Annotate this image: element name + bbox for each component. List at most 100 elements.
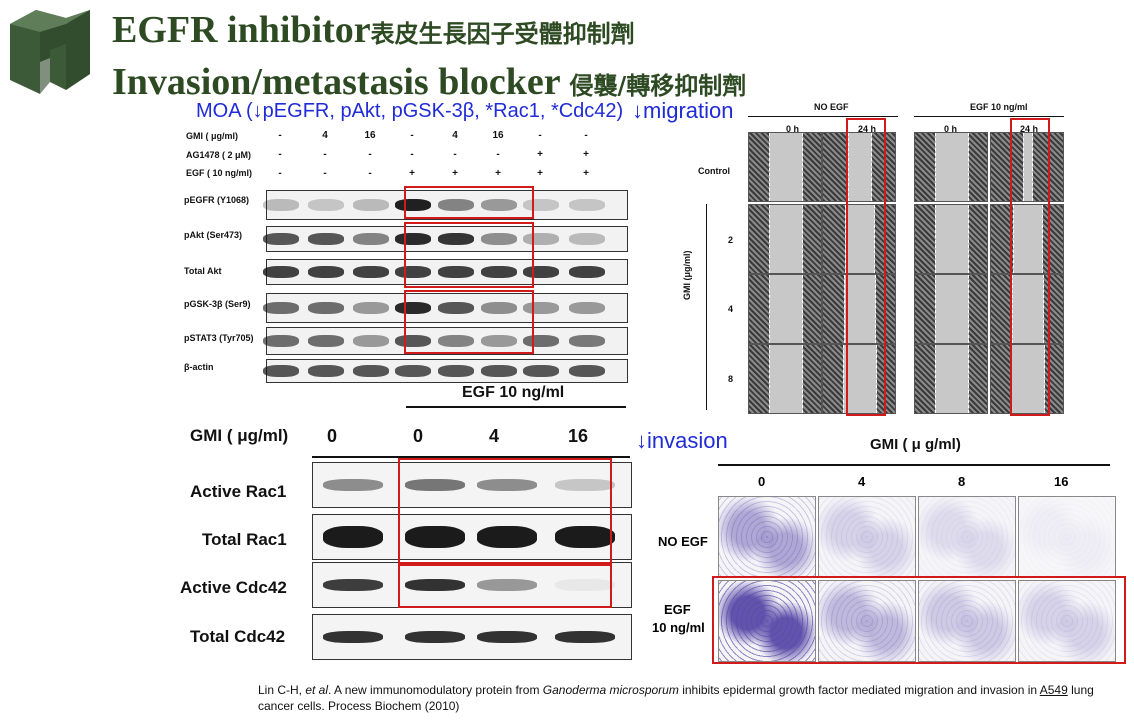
treatment-value: - (538, 130, 542, 141)
band-label-total-akt: Total Akt (184, 266, 222, 276)
blot-lane (312, 462, 632, 508)
gmi-label: GMI ( μg/ml) (190, 426, 289, 445)
invasion-image (1018, 580, 1116, 662)
band-label-active-cdc42: Active Cdc42 (180, 578, 287, 597)
highlight-box (1010, 118, 1050, 416)
protein-band (353, 365, 389, 377)
wound-image (748, 204, 822, 274)
blot-lane (263, 293, 628, 323)
protein-band (308, 335, 344, 347)
protein-band (481, 335, 517, 347)
wound-gap (844, 275, 876, 343)
band-label-pegfr: pEGFR (Y1068) (184, 195, 250, 205)
wound-image (822, 274, 896, 344)
blot-lane (263, 259, 628, 285)
invasion-image (818, 496, 916, 578)
protein-band (477, 479, 537, 491)
treatment-value: - (453, 149, 457, 160)
protein-band (569, 365, 605, 377)
moa-text: MOA (↓pEGFR, pAkt, pGSK-3β, *Rac1, *Cdc4… (196, 100, 624, 122)
highlight-box (404, 290, 534, 354)
time-24h: 24 h (858, 124, 877, 134)
treatment-value: - (584, 130, 588, 141)
highlight-box (398, 458, 612, 564)
citation-part: Lin C-H, (258, 683, 306, 697)
wound-image (914, 274, 988, 344)
highlight-box (398, 564, 612, 608)
slide-title-line2: Invasion/metastasis blocker 侵襲/轉移抑制劑 (112, 58, 746, 110)
protein-band (308, 266, 344, 278)
wound-image (748, 132, 822, 202)
wound-image (822, 132, 896, 202)
dose-label: 8 (728, 374, 734, 384)
blot-lane (312, 614, 632, 660)
gmi-value: 0 (412, 426, 423, 446)
invasion-image (1018, 496, 1116, 578)
band-label-beta-actin: β-actin (184, 362, 214, 372)
highlight-box (404, 222, 534, 288)
protein-band (323, 526, 383, 548)
western-blot-2: GMI ( μg/ml) 0 0 4 16 Active Rac1 Total … (0, 410, 640, 670)
protein-band (263, 302, 299, 314)
blot-lane (312, 514, 632, 560)
highlight-box (846, 118, 886, 416)
protein-band (353, 266, 389, 278)
protein-band (481, 199, 517, 211)
protein-band (263, 233, 299, 245)
protein-band (555, 579, 615, 591)
protein-band (569, 302, 605, 314)
separator-line (748, 116, 898, 117)
treatment-value: + (537, 168, 543, 179)
citation-part: lung cancer cells. Process Biochem (2010… (258, 683, 1094, 713)
protein-band (308, 302, 344, 314)
treatment-value: - (278, 168, 282, 179)
invasion-header: GMI ( μ g/ml) (870, 436, 961, 453)
protein-band (555, 631, 615, 643)
gmi-value: 4 (488, 426, 499, 446)
invasion-assay: GMI ( μ g/ml) 0 4 8 16 NO EGF EGF 10 ng/… (640, 430, 1134, 670)
band-label-pgsk3b: pGSK-3β (Ser9) (184, 299, 251, 309)
protein-band (555, 479, 615, 491)
dose-label: 0 (758, 474, 766, 489)
gmi-value: 0 (326, 426, 337, 446)
protein-band (477, 631, 537, 643)
treatment-value: - (323, 168, 327, 179)
blot-lane (263, 226, 628, 252)
row-label-control: Control (698, 166, 730, 176)
protein-band (353, 199, 389, 211)
migration-label: ↓migration (632, 98, 734, 123)
protein-band (308, 233, 344, 245)
wound-gap (935, 133, 969, 201)
protein-band (263, 266, 299, 278)
separator-line (718, 464, 1110, 466)
egf-bracket-line (406, 406, 626, 408)
citation-part: . A new immunomodulatory protein from (328, 683, 543, 697)
protein-band (353, 233, 389, 245)
protein-band (477, 579, 537, 591)
treatment-value: 16 (364, 130, 376, 141)
row-label-egf-dose: 10 ng/ml (652, 620, 705, 635)
wound-gap (1023, 133, 1033, 201)
protein-band (569, 233, 605, 245)
wound-image (990, 132, 1064, 202)
western-blot-1: GMI ( μg/ml) AG1478 ( 2 μM) EGF ( 10 ng/… (0, 0, 640, 420)
wound-gap (769, 133, 803, 201)
protein-band (323, 479, 383, 491)
wound-gap (1013, 205, 1043, 273)
citation-part: et al (305, 683, 329, 697)
protein-band (405, 579, 465, 591)
title-cjk: 侵襲/轉移抑制劑 (569, 71, 747, 100)
wound-gap (1011, 345, 1045, 413)
treatment-value: 4 (452, 130, 458, 141)
band-label-total-cdc42: Total Cdc42 (190, 627, 286, 646)
wound-gap (935, 275, 969, 343)
protein-band (405, 631, 465, 643)
treatment-value: - (368, 149, 372, 160)
treatment-value: - (410, 149, 414, 160)
blot-lane (263, 327, 628, 355)
protein-band (395, 365, 431, 377)
treatment-value: 16 (492, 130, 504, 141)
wound-gap (935, 205, 969, 273)
wound-image (914, 344, 988, 414)
invasion-image (718, 580, 816, 662)
